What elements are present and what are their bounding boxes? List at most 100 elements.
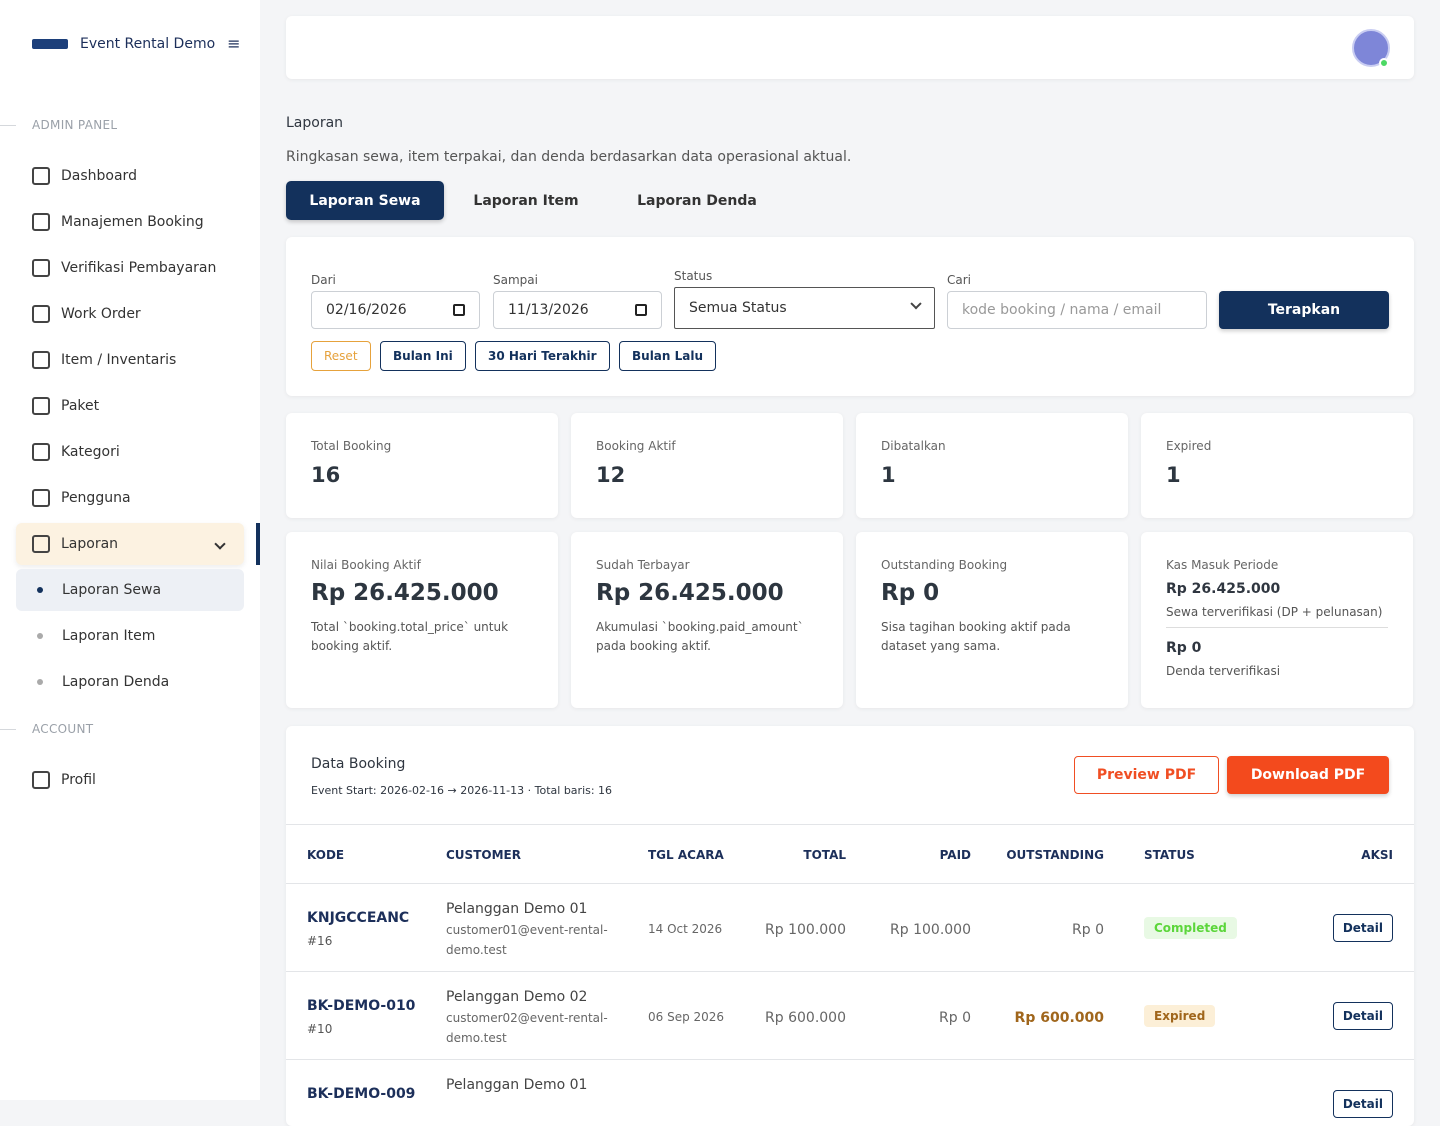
input-value: kode booking / nama / email xyxy=(962,302,1162,318)
stat-card: Dibatalkan 1 xyxy=(856,413,1128,518)
sidebar: Event Rental Demo ≡ ADMIN PANEL Dashboard M… xyxy=(0,0,260,1100)
money-card: Sudah Terbayar Rp 26.425.000 Akumulasi `bo… xyxy=(571,532,843,708)
customer-name: Pelanggan Demo 02 xyxy=(446,989,588,1005)
cash-card: Kas Masuk Periode Rp 26.425.000 Sewa terve… xyxy=(1141,532,1413,708)
status-input[interactable]: Semua Status xyxy=(674,287,935,329)
stat-card: Booking Aktif 12 xyxy=(571,413,843,518)
menu-icon xyxy=(32,489,50,507)
page-subtitle: Ringkasan sewa, item terpakai, dan denda… xyxy=(286,149,852,165)
customer-email: customer01@event-rental-demo.test xyxy=(446,923,608,957)
cell-date: 06 Sep 2026 xyxy=(648,1010,725,1024)
stat-label: Total Booking xyxy=(311,439,392,453)
avatar[interactable] xyxy=(1352,29,1390,67)
stat-label: Booking Aktif xyxy=(596,439,676,453)
column-header: OUTSTANDING xyxy=(1006,848,1104,862)
menu-item[interactable]: Paket xyxy=(16,385,244,427)
tab[interactable]: Laporan Denda xyxy=(637,192,757,209)
menu-item[interactable]: Profil xyxy=(16,759,244,801)
menu-item[interactable]: Laporan xyxy=(16,523,244,565)
menu-icon xyxy=(32,771,50,789)
menu-item[interactable]: Dashboard xyxy=(16,155,244,197)
customer-email: customer02@event-rental-demo.test xyxy=(446,1011,608,1045)
input-icon xyxy=(910,298,922,310)
row-divider xyxy=(286,971,1414,972)
submenu-label: Laporan Item xyxy=(62,628,156,644)
menu-icon xyxy=(32,443,50,461)
quick-button[interactable]: Reset xyxy=(311,341,371,371)
quick-button[interactable]: Bulan Lalu xyxy=(619,341,717,371)
filter-label: Sampai xyxy=(493,273,538,287)
money-card: Nilai Booking Aktif Rp 26.425.000 Total `b… xyxy=(286,532,558,708)
quick-button[interactable]: 30 Hari Terakhir xyxy=(475,341,610,371)
menu-item[interactable]: Manajemen Booking xyxy=(16,201,244,243)
logo xyxy=(32,38,68,49)
quick-button[interactable]: Bulan Ini xyxy=(380,341,466,371)
money-label: Sudah Terbayar xyxy=(596,558,690,572)
stat-label: Expired xyxy=(1166,439,1212,453)
page-title: Laporan xyxy=(286,115,344,131)
menu-label: Profil xyxy=(61,772,96,788)
preview-pdf-button[interactable]: Preview PDF xyxy=(1074,756,1219,794)
money-note: Total `booking.total_price` untuk bookin… xyxy=(311,620,509,653)
bullet xyxy=(37,679,43,685)
column-header: TGL ACARA xyxy=(648,848,724,862)
booking-id: #16 xyxy=(307,934,333,948)
menu-label: Dashboard xyxy=(61,168,137,184)
money-card: Outstanding Booking Rp 0 Sisa tagihan book… xyxy=(856,532,1128,708)
table-meta: Event Start: 2026-02-16 → 2026-11-13 · T… xyxy=(311,784,613,797)
column-header: PAID xyxy=(939,848,971,862)
filter-card: Dari 02/16/2026 Sampai 11/13/2026 Status Semu… xyxy=(286,237,1414,396)
booking-code[interactable]: BK-DEMO-010 xyxy=(307,998,416,1014)
column-header: TOTAL xyxy=(803,848,846,862)
menu-item[interactable]: Work Order xyxy=(16,293,244,335)
menu-item[interactable]: Verifikasi Pembayaran xyxy=(16,247,244,289)
stat-value: 1 xyxy=(1166,463,1181,487)
money-note: Sisa tagihan booking aktif pada dataset … xyxy=(881,620,1071,653)
money-note: Akumulasi `booking.paid_amount` pada boo… xyxy=(596,620,804,653)
menu-item[interactable]: Kategori xyxy=(16,431,244,473)
download-pdf-button[interactable]: Download PDF xyxy=(1227,756,1389,794)
menu-toggle[interactable]: ≡ xyxy=(227,34,241,53)
menu-icon xyxy=(32,305,50,323)
cash-fine-note: Denda terverifikasi xyxy=(1166,664,1281,678)
tab[interactable]: Laporan Sewa xyxy=(286,181,444,220)
money-value: Rp 26.425.000 xyxy=(311,580,499,606)
column-header: KODE xyxy=(307,848,345,862)
detail-button[interactable]: Detail xyxy=(1332,1090,1393,1118)
submenu-item[interactable]: Laporan Denda xyxy=(16,661,244,703)
apply-button[interactable]: Terapkan xyxy=(1219,291,1389,329)
bullet xyxy=(37,587,43,593)
booking-code[interactable]: KNJGCCEANC xyxy=(307,910,410,926)
table-title: Data Booking xyxy=(311,756,406,772)
row-divider xyxy=(286,1059,1414,1060)
to-input[interactable]: 11/13/2026 xyxy=(493,291,662,329)
submenu-item[interactable]: Laporan Item xyxy=(16,615,244,657)
stat-card: Expired 1 xyxy=(1141,413,1413,518)
status-badge: Completed xyxy=(1144,917,1237,939)
column-header: AKSI xyxy=(1361,848,1393,862)
table-card: Data Booking Event Start: 2026-02-16 → 20… xyxy=(286,726,1414,1126)
menu-label: Pengguna xyxy=(61,490,131,506)
cell-outstanding: Rp 600.000 xyxy=(1014,1010,1104,1026)
tab[interactable]: Laporan Item xyxy=(473,192,579,209)
divider xyxy=(286,824,1414,825)
detail-button[interactable]: Detail xyxy=(1332,914,1393,942)
menu-item[interactable]: Item / Inventaris xyxy=(16,339,244,381)
brand[interactable]: Event Rental Demo ≡ xyxy=(32,34,241,53)
booking-code[interactable]: BK-DEMO-009 xyxy=(307,1086,416,1102)
section-line xyxy=(0,729,16,730)
menu-label: Verifikasi Pembayaran xyxy=(61,260,217,276)
detail-button[interactable]: Detail xyxy=(1332,1002,1393,1030)
submenu-item[interactable]: Laporan Sewa xyxy=(16,569,244,611)
menu-item[interactable]: Pengguna xyxy=(16,477,244,519)
from-input[interactable]: 02/16/2026 xyxy=(311,291,480,329)
menu-icon xyxy=(32,167,50,185)
cash-label: Kas Masuk Periode xyxy=(1166,558,1279,572)
search-input[interactable]: kode booking / nama / email xyxy=(947,291,1207,329)
menu-icon xyxy=(32,213,50,231)
menu-label: Laporan xyxy=(61,536,119,552)
stat-value: 12 xyxy=(596,463,626,487)
topbar xyxy=(286,16,1414,79)
input-value: Semua Status xyxy=(689,300,787,316)
stat-value: 16 xyxy=(311,463,341,487)
